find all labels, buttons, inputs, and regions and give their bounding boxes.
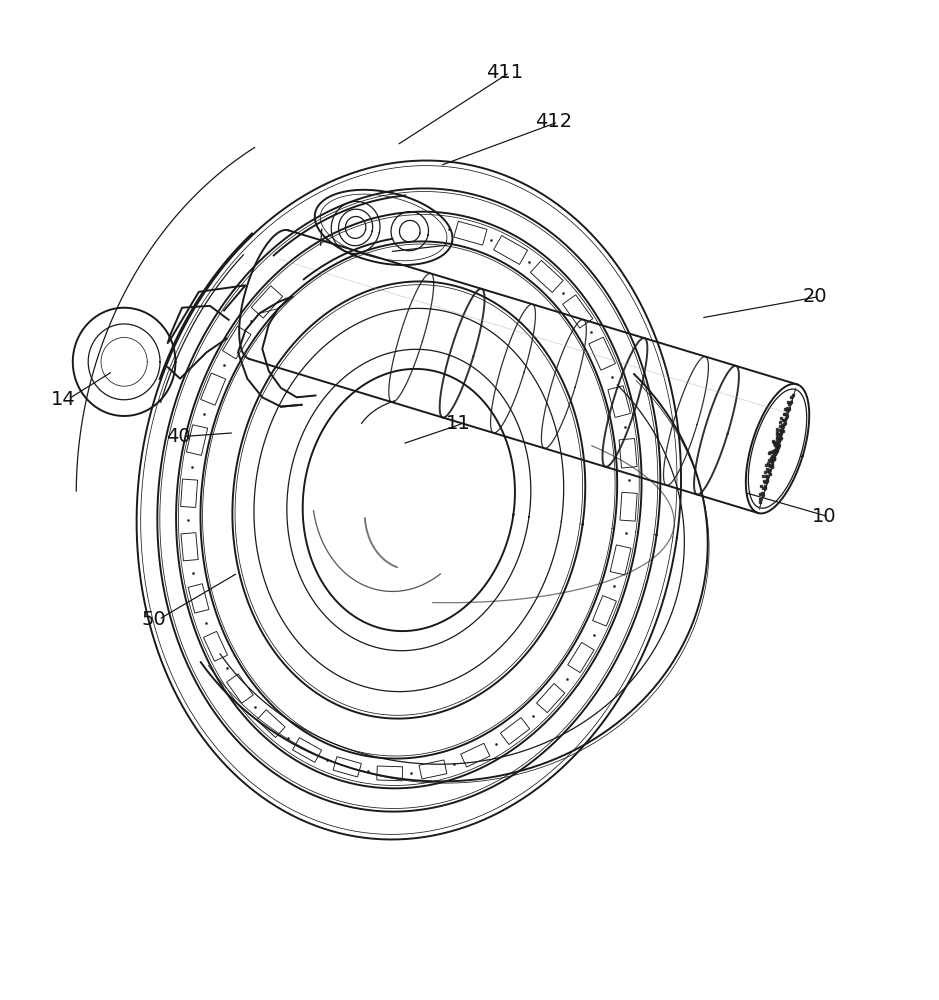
Text: 11: 11 bbox=[446, 414, 470, 433]
Text: 20: 20 bbox=[803, 287, 827, 306]
Text: 411: 411 bbox=[486, 63, 524, 82]
Text: 14: 14 bbox=[51, 390, 76, 409]
Text: 40: 40 bbox=[166, 427, 191, 446]
Text: 10: 10 bbox=[812, 507, 837, 526]
Text: 50: 50 bbox=[142, 610, 166, 629]
Text: 412: 412 bbox=[535, 112, 572, 131]
